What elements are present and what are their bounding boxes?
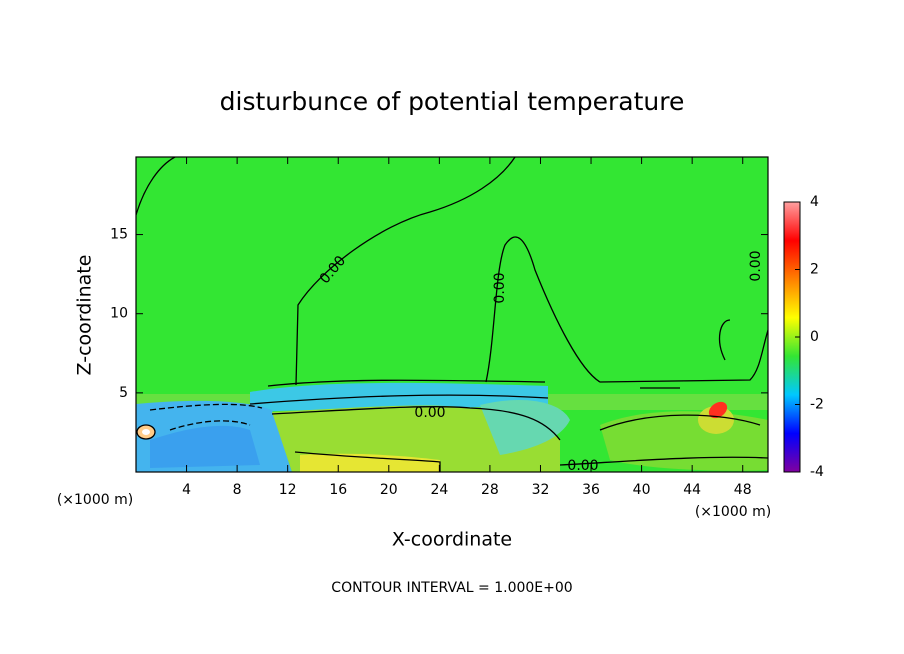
contour-label: 0.00: [414, 405, 445, 421]
colorbar-tick-label: 2: [810, 262, 819, 278]
y-axis-title: Z-coordinate: [74, 255, 96, 376]
plot-frame: [135, 156, 769, 473]
contour-label: 0.00: [492, 272, 508, 303]
x-tick-label: 8: [233, 482, 242, 498]
x-tick-label: 12: [279, 482, 297, 498]
y-tick-label: 5: [119, 385, 128, 401]
colorbar-tick-label: -4: [810, 464, 824, 480]
x-tick-label: 16: [329, 482, 347, 498]
x-tick-label: 48: [734, 482, 752, 498]
x-tick-label: 20: [380, 482, 398, 498]
y-tick-label: 15: [110, 227, 128, 243]
x-unit-label: (×1000 m): [695, 504, 771, 520]
x-tick-label: 4: [182, 482, 191, 498]
x-tick-label: 40: [633, 482, 651, 498]
x-tick-label: 36: [582, 482, 600, 498]
x-axis-title: X-coordinate: [392, 529, 512, 551]
footnote: CONTOUR INTERVAL = 1.000E+00: [331, 580, 572, 596]
contour-label: 0.00: [567, 458, 598, 474]
x-tick-label: 28: [481, 482, 499, 498]
colorbar-tick-label: 4: [810, 194, 819, 210]
x-tick-label: 24: [430, 482, 448, 498]
x-tick-label: 44: [683, 482, 701, 498]
colorbar-tick-label: -2: [810, 397, 824, 413]
chart-title: disturbunce of potential temperature: [220, 87, 685, 116]
contour-field: [136, 157, 768, 472]
x-tick-label: 32: [532, 482, 550, 498]
y-tick-label: 10: [110, 306, 128, 322]
colorbar-tick-label: 0: [810, 329, 819, 345]
contour-label: 0.00: [748, 250, 764, 281]
x-unit-label: (×1000 m): [57, 492, 133, 508]
